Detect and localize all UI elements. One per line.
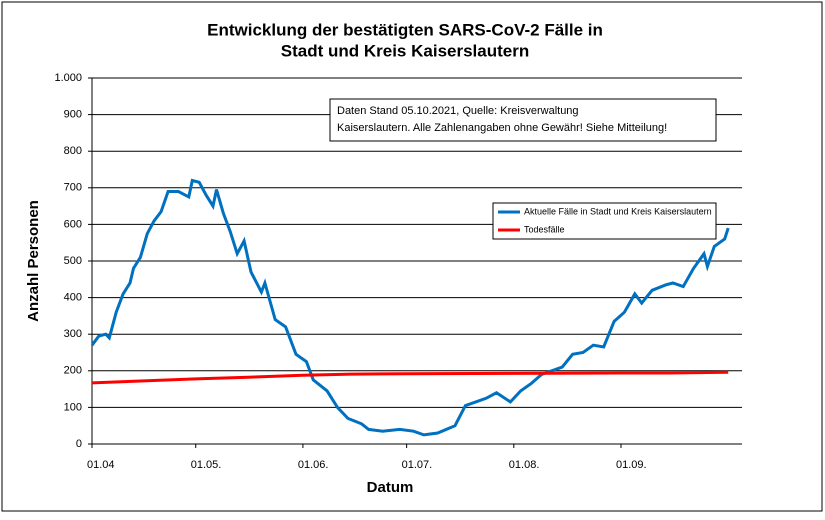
annotation: Daten Stand 05.10.2021, Quelle: Kreisver…: [337, 105, 579, 117]
y-tick-label: 1.000: [54, 72, 82, 84]
x-tick-label: 01.07.: [402, 459, 433, 471]
y-tick-label: 300: [64, 328, 82, 340]
legend-label: Aktuelle Fälle in Stadt und Kreis Kaiser…: [524, 206, 712, 216]
y-tick-label: 200: [64, 365, 82, 377]
annotation-box: [329, 98, 717, 142]
x-tick-label: 01.09.: [616, 459, 647, 471]
plot-area: 0 100 200 300 400 500 600 700 800 900 1.000 01.04 01…: [54, 72, 742, 471]
x-tick-label: 01.08.: [509, 459, 540, 471]
y-tick-label: 0: [76, 438, 82, 450]
y-tick-label: 700: [64, 182, 82, 194]
y-tick-label: 100: [64, 401, 82, 413]
y-tick-label: 800: [64, 145, 82, 157]
y-tick-label: 400: [64, 292, 82, 304]
x-tick-label: 01.04: [87, 459, 115, 471]
y-axis-title: Anzahl Personen: [25, 200, 42, 322]
x-tick-label: 01.05.: [191, 459, 222, 471]
chart-title: Stadt und Kreis Kaiserslautern: [281, 41, 529, 60]
legend-label: Todesfälle: [524, 224, 565, 234]
series-line: [90, 178, 730, 437]
chart-border: [1, 1, 823, 512]
x-axis-title: Datum: [367, 479, 414, 496]
series-line: [91, 370, 729, 385]
y-tick-label: 600: [64, 218, 82, 230]
legend-box: [492, 202, 717, 240]
y-tick-label: 900: [64, 109, 82, 121]
y-tick-label: 500: [64, 255, 82, 267]
chart-title: Entwicklung der bestätigten SARS-CoV-2 F…: [207, 20, 603, 39]
annotation: Kaiserslautern. Alle Zahlenangaben ohne …: [337, 122, 667, 134]
x-tick-label: 01.06.: [298, 459, 329, 471]
